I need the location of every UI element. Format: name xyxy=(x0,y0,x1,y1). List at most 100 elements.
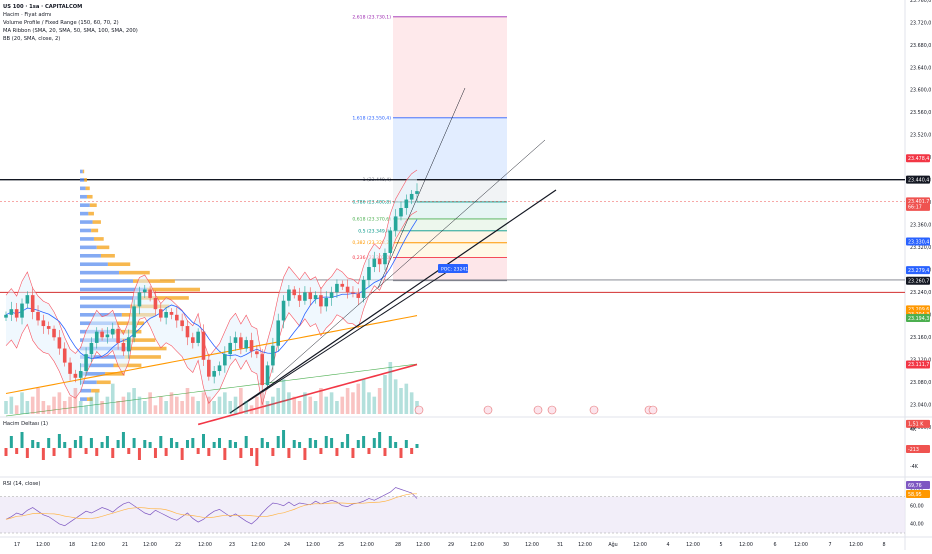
delta-bar xyxy=(47,438,51,448)
volume-bar xyxy=(20,392,24,414)
time-tick-label: 12:00 xyxy=(470,542,484,548)
time-tick-label: 21 xyxy=(122,542,128,548)
volume-profile-bar xyxy=(80,372,106,376)
candle-body xyxy=(255,351,259,355)
delta-bar xyxy=(330,438,334,448)
time-tick-label: 12:00 xyxy=(251,542,265,548)
volume-profile-bar xyxy=(89,203,97,207)
indicator-volume[interactable]: Hacim · Fiyat admı xyxy=(3,12,52,18)
price-tick-label: 23.560,0 xyxy=(910,110,931,116)
price-tick-label: 23.720,0 xyxy=(910,20,931,26)
volume-bar xyxy=(281,379,286,414)
volume-bar xyxy=(399,388,403,414)
volume-bar xyxy=(52,396,56,414)
candle-body xyxy=(228,342,232,355)
time-tick-label: 23 xyxy=(229,542,235,548)
price-badge-label: 23.260,7 xyxy=(908,278,929,284)
price-tick-label: 23.160,0 xyxy=(910,335,931,341)
candle-body xyxy=(351,292,355,294)
candle-body xyxy=(377,258,382,265)
candle-body xyxy=(30,295,35,312)
volume-profile-bar xyxy=(119,270,150,275)
indicator-volume-profile[interactable]: Volume Profile / Fixed Range (150, 60, 7… xyxy=(3,20,119,26)
volume-bar xyxy=(89,396,94,414)
delta-pane-label[interactable]: Hacim Deltası (1) xyxy=(3,421,49,427)
delta-bar xyxy=(153,448,157,458)
volume-profile-bar xyxy=(96,380,111,385)
volume-profile-bar xyxy=(80,203,90,207)
candle-body xyxy=(409,193,414,200)
time-tick-label: 29 xyxy=(448,542,454,548)
delta-bar xyxy=(84,448,88,454)
volume-bar xyxy=(329,392,334,414)
candle-body xyxy=(340,283,345,287)
candle-body xyxy=(41,320,46,327)
volume-bar xyxy=(9,396,14,414)
volume-bar xyxy=(297,401,302,414)
volume-profile-bar xyxy=(80,253,101,258)
delta-bar xyxy=(228,440,232,448)
price-tick-label: 23.240,0 xyxy=(910,290,931,296)
candle-body xyxy=(9,309,14,315)
trend-line-thin xyxy=(377,87,466,289)
delta-bar xyxy=(335,448,339,456)
delta-bar xyxy=(207,448,211,456)
time-tick-label: 12:00 xyxy=(633,542,647,548)
candle-body xyxy=(249,340,254,352)
price-tick-label: 23.680,0 xyxy=(910,43,931,49)
price-badge xyxy=(906,419,930,428)
delta-bar xyxy=(383,448,387,456)
delta-bar xyxy=(378,432,382,448)
volume-bar xyxy=(239,388,243,414)
volume-bar xyxy=(313,401,318,414)
delta-bar xyxy=(159,436,163,448)
delta-bar xyxy=(372,438,376,448)
candle-body xyxy=(287,289,291,301)
delta-badge-label: -213 xyxy=(908,447,919,453)
candle-body xyxy=(207,359,211,377)
volume-bar xyxy=(73,388,78,414)
candle-body xyxy=(308,292,313,300)
delta-bar xyxy=(95,448,99,456)
price-badge-label: 23.111,7 xyxy=(908,362,929,368)
delta-bar xyxy=(121,432,125,448)
candle-body xyxy=(265,365,270,386)
price-tick-label: 23.360,0 xyxy=(910,223,931,229)
volume-bar xyxy=(68,396,72,414)
rsi-pane-label[interactable]: RSI (14, close) xyxy=(3,481,41,487)
candle-body xyxy=(169,312,174,315)
volume-profile-bar xyxy=(88,211,94,216)
symbol-title[interactable]: US 100 · 1sa · CAPITALCOM xyxy=(3,4,83,10)
time-tick-label: Ağu xyxy=(608,541,617,548)
delta-bar xyxy=(271,448,275,456)
volume-bar xyxy=(148,392,152,414)
price-badge-label: 23.440,4 xyxy=(908,177,929,183)
delta-bar xyxy=(346,434,350,448)
candle-body xyxy=(196,331,200,343)
price-badge-label: 23.194,3 xyxy=(908,316,929,322)
price-badge-label: 23.401,7 xyxy=(908,199,929,205)
candle-body xyxy=(217,365,222,372)
volume-bar xyxy=(30,396,35,414)
candle-body xyxy=(271,345,275,366)
volume-bar xyxy=(132,388,136,414)
volume-bar xyxy=(4,401,8,414)
volume-profile-bar xyxy=(80,237,94,241)
volume-bar xyxy=(158,396,163,414)
volume-bar xyxy=(292,396,297,414)
delta-bar xyxy=(276,436,280,448)
indicator-ma-ribbon[interactable]: MA Ribbon (SMA, 20, SMA, 50, SMA, 100, S… xyxy=(3,28,138,34)
delta-bar xyxy=(362,436,366,448)
volume-bar xyxy=(233,396,238,414)
volume-bar xyxy=(345,388,350,414)
candle-body xyxy=(233,337,238,343)
candle-body xyxy=(121,342,126,352)
delta-bar xyxy=(415,444,419,448)
candle-body xyxy=(4,314,8,318)
candle-body xyxy=(399,208,403,217)
delta-bar xyxy=(196,448,200,454)
delta-bar xyxy=(175,442,179,448)
indicator-bollinger[interactable]: BB (20, SMA, close, 2) xyxy=(3,36,61,42)
